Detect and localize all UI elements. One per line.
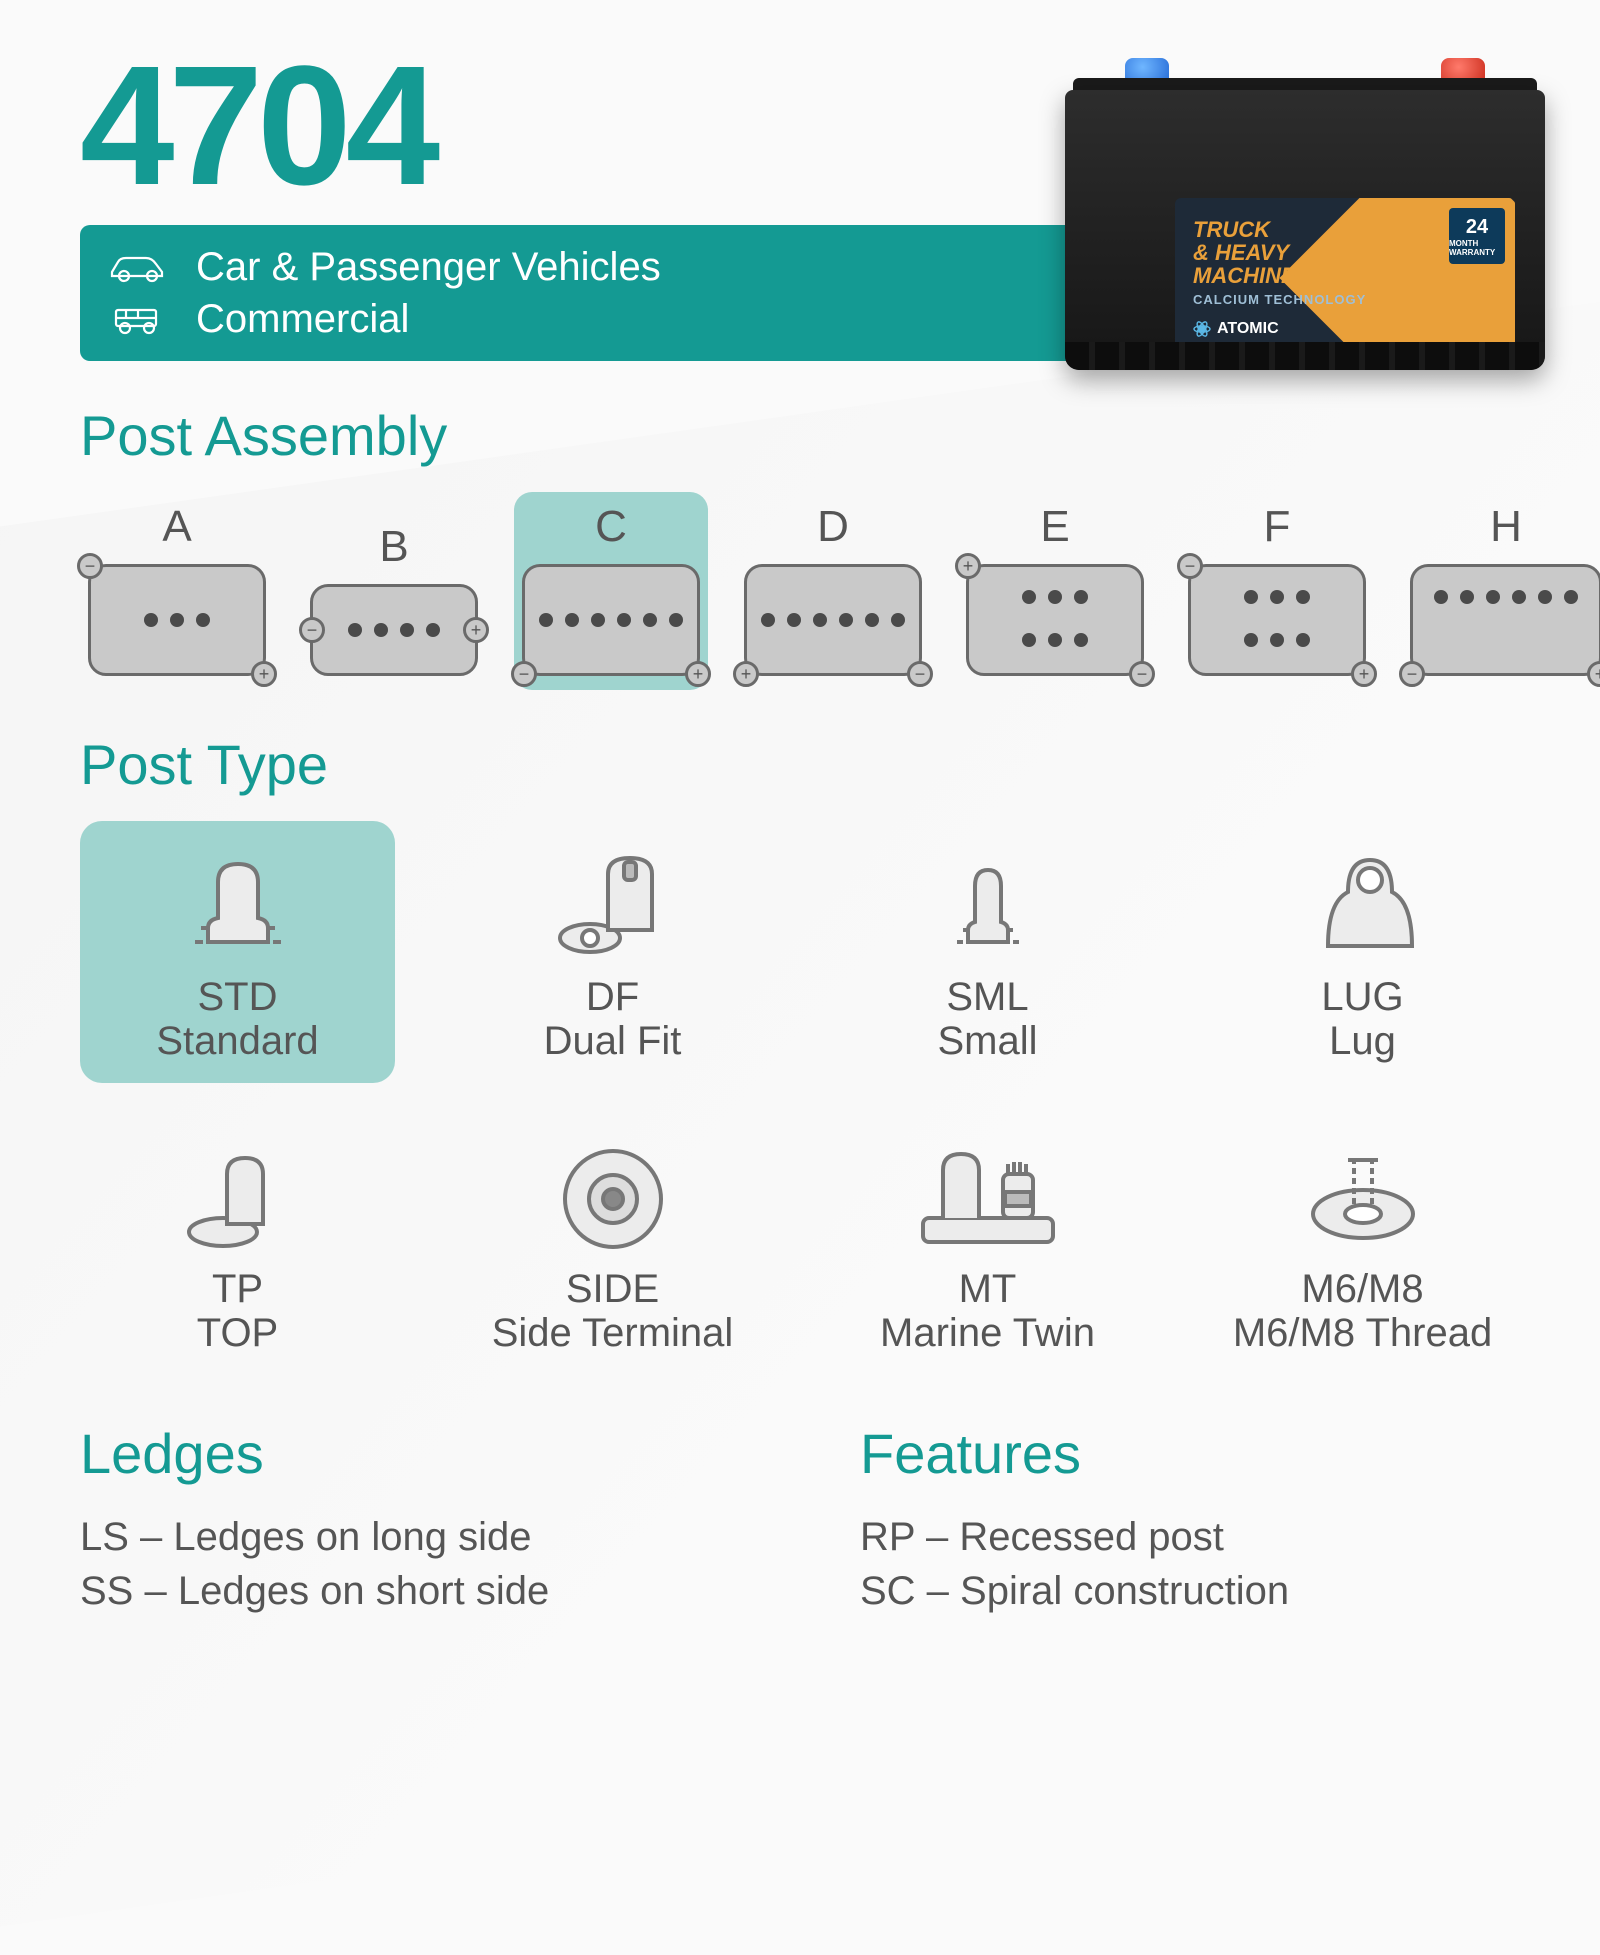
post-type-name: Standard	[88, 1019, 387, 1063]
battery-top-diagram: −+	[1410, 564, 1600, 676]
battery-label: 24 MONTH WARRANTY TRUCK & HEAVY MACHINER…	[1175, 198, 1515, 358]
post-type-option-sml[interactable]: SMLSmall	[830, 821, 1145, 1083]
ledges-line: SS – Ledges on short side	[80, 1564, 740, 1618]
post-type-option-mt[interactable]: MTMarine Twin	[830, 1113, 1145, 1375]
features-title: Features	[860, 1421, 1520, 1486]
post-type-option-df[interactable]: DFDual Fit	[455, 821, 770, 1083]
product-image: 24 MONTH WARRANTY TRUCK & HEAVY MACHINER…	[1065, 50, 1545, 380]
post-mt-icon	[838, 1129, 1137, 1259]
assembly-letter: D	[744, 502, 922, 552]
post-type-name: TOP	[88, 1311, 387, 1355]
ledges-line: LS – Ledges on long side	[80, 1510, 740, 1564]
assembly-letter: E	[966, 502, 1144, 552]
battery-top-diagram: −+	[310, 584, 478, 676]
assembly-letter: B	[310, 522, 478, 572]
brand-logo: ATOMIC	[1193, 320, 1366, 338]
post-assembly-row: A−+B−+C−+D−+E−+F−+H−+	[80, 492, 1520, 690]
post-type-code: DF	[463, 975, 762, 1019]
post-type-name: Marine Twin	[838, 1311, 1137, 1355]
post-type-option-m6m8[interactable]: M6/M8M6/M8 Thread	[1205, 1113, 1520, 1375]
ledges-title: Ledges	[80, 1421, 740, 1486]
post-type-code: SML	[838, 975, 1137, 1019]
category-label: Car & Passenger Vehicles	[196, 241, 661, 293]
features-line: SC – Spiral construction	[860, 1564, 1520, 1618]
post-sml-icon	[838, 837, 1137, 967]
battery-top-diagram: −+	[1188, 564, 1366, 676]
jeep-icon	[108, 302, 168, 336]
assembly-letter: F	[1188, 502, 1366, 552]
assembly-letter: A	[88, 502, 266, 552]
post-type-code: SIDE	[463, 1267, 762, 1311]
post-type-name: Dual Fit	[463, 1019, 762, 1063]
battery-top-diagram: −+	[744, 564, 922, 676]
battery-top-diagram: −+	[88, 564, 266, 676]
assembly-option-E[interactable]: E −+	[958, 492, 1152, 690]
post-type-name: Lug	[1213, 1019, 1512, 1063]
post-type-code: TP	[88, 1267, 387, 1311]
category-label: Commercial	[196, 293, 409, 345]
post-type-code: MT	[838, 1267, 1137, 1311]
post-type-option-lug[interactable]: LUGLug	[1205, 821, 1520, 1083]
post-type-title: Post Type	[80, 732, 1520, 797]
post-tp-icon	[88, 1129, 387, 1259]
post-type-option-side[interactable]: SIDESide Terminal	[455, 1113, 770, 1375]
post-side-icon	[463, 1129, 762, 1259]
assembly-option-B[interactable]: B −+	[302, 512, 486, 690]
assembly-option-D[interactable]: D −+	[736, 492, 930, 690]
warranty-badge: 24 MONTH WARRANTY	[1449, 208, 1505, 264]
assembly-letter: C	[522, 502, 700, 552]
post-thread-icon	[1213, 1129, 1512, 1259]
ledges-section: Ledges LS – Ledges on long side SS – Led…	[80, 1411, 740, 1618]
post-type-code: M6/M8	[1213, 1267, 1512, 1311]
battery-top-diagram: −+	[522, 564, 700, 676]
post-type-grid: STDStandardDFDual FitSMLSmallLUGLugTPTOP…	[80, 821, 1520, 1375]
assembly-letter: H	[1410, 502, 1600, 552]
post-type-code: STD	[88, 975, 387, 1019]
post-std-icon	[88, 837, 387, 967]
post-type-code: LUG	[1213, 975, 1512, 1019]
post-assembly-title: Post Assembly	[80, 403, 1520, 468]
assembly-option-F[interactable]: F −+	[1180, 492, 1374, 690]
post-type-option-std[interactable]: STDStandard	[80, 821, 395, 1083]
post-type-name: M6/M8 Thread	[1213, 1311, 1512, 1355]
battery-top-diagram: −+	[966, 564, 1144, 676]
post-lug-icon	[1213, 837, 1512, 967]
features-section: Features RP – Recessed post SC – Spiral …	[860, 1411, 1520, 1618]
car-icon	[108, 250, 168, 284]
assembly-option-A[interactable]: A −+	[80, 492, 274, 690]
features-line: RP – Recessed post	[860, 1510, 1520, 1564]
post-type-option-tp[interactable]: TPTOP	[80, 1113, 395, 1375]
post-type-name: Side Terminal	[463, 1311, 762, 1355]
post-df-icon	[463, 837, 762, 967]
post-type-name: Small	[838, 1019, 1137, 1063]
assembly-option-H[interactable]: H −+	[1402, 492, 1600, 690]
assembly-option-C[interactable]: C −+	[514, 492, 708, 690]
